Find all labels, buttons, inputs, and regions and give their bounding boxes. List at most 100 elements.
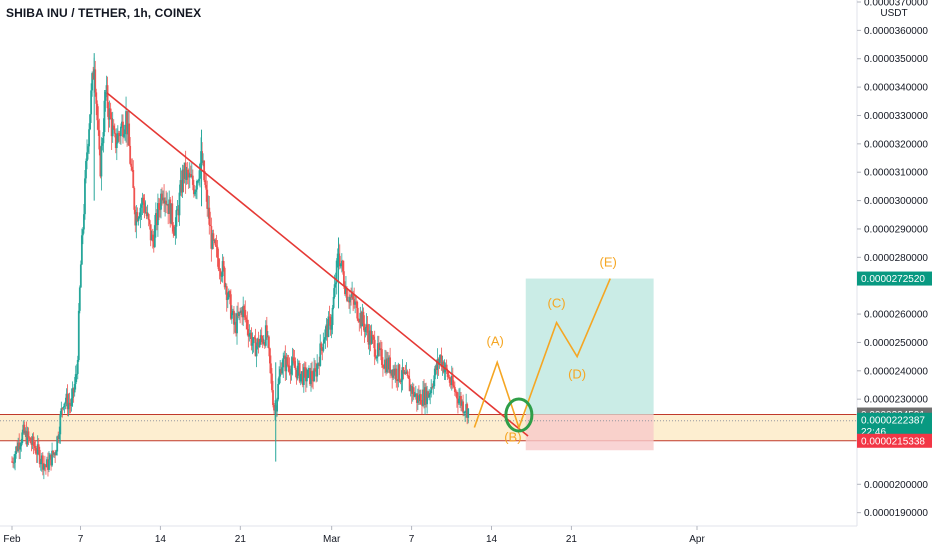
candle: [123, 124, 125, 139]
candle-body: [466, 404, 469, 418]
candle-body: [19, 446, 22, 450]
candle: [376, 335, 379, 364]
candle-body: [79, 264, 82, 288]
candle: [402, 366, 405, 380]
candle: [278, 366, 281, 385]
candle: [322, 332, 325, 353]
candle-body: [228, 291, 231, 295]
candle-body: [202, 160, 205, 163]
candle: [420, 389, 422, 405]
candle-body: [166, 204, 169, 205]
candle: [244, 300, 247, 323]
candle-body: [319, 343, 322, 366]
candle-body: [336, 253, 339, 261]
candle-body: [107, 108, 110, 120]
candle-body: [263, 342, 266, 346]
wave-projection-line[interactable]: [473, 278, 611, 430]
candle-body: [211, 233, 214, 249]
candle-body: [203, 160, 206, 181]
candle-body: [230, 312, 233, 319]
candle-body: [242, 305, 245, 318]
candle-body: [439, 355, 442, 360]
candle: [199, 162, 201, 188]
candle-body: [139, 207, 142, 217]
marker-circle[interactable]: [504, 397, 534, 433]
candle-body: [433, 375, 436, 387]
candle-body: [50, 454, 52, 466]
candle: [257, 331, 260, 354]
candle: [336, 248, 339, 268]
price-axis-label: 0.0000280000: [864, 253, 928, 264]
candle-body: [20, 443, 23, 447]
candle-body: [397, 364, 400, 382]
candle-body: [42, 464, 45, 470]
candle-body: [266, 336, 269, 338]
candle-body: [31, 436, 34, 445]
candle: [429, 390, 432, 405]
candle: [189, 165, 192, 178]
candle-body: [185, 169, 188, 180]
candle-body: [409, 386, 412, 392]
candle-body: [424, 387, 426, 405]
candle: [358, 318, 361, 332]
candle: [287, 354, 290, 373]
candle: [258, 338, 261, 348]
candle-body: [385, 359, 387, 373]
candle-body: [316, 364, 319, 377]
candle: [195, 185, 197, 199]
candle: [342, 260, 345, 289]
time-axis[interactable]: Feb 7 14 21 Mar 7 14 21 Apr: [3, 526, 705, 545]
candle: [162, 190, 164, 204]
candle: [221, 254, 224, 283]
candle-body: [218, 269, 221, 271]
candle: [170, 203, 173, 224]
candle-body: [64, 401, 67, 404]
candle: [326, 318, 329, 348]
candle: [61, 407, 64, 418]
candle-body: [441, 362, 444, 367]
candle: [365, 313, 368, 336]
candle: [273, 402, 275, 414]
stop-zone[interactable]: [525, 414, 654, 451]
candle-body: [26, 431, 29, 445]
candle: [83, 204, 85, 234]
candle: [363, 315, 366, 343]
candle-body: [403, 372, 406, 374]
candle-body: [294, 367, 297, 370]
candle: [461, 399, 463, 412]
candle: [320, 341, 323, 355]
candle-body: [196, 180, 198, 190]
candle: [219, 268, 222, 285]
candle: [411, 382, 414, 402]
candle-body: [206, 189, 209, 209]
candle-body: [249, 332, 252, 334]
candle: [209, 211, 212, 227]
candle: [149, 224, 152, 247]
candle-body: [398, 364, 401, 381]
candle: [85, 158, 87, 184]
candle-body: [215, 245, 218, 247]
candle-body: [342, 271, 345, 286]
candle-body: [276, 399, 278, 412]
candle: [212, 229, 215, 250]
candle: [37, 438, 40, 456]
candle: [124, 124, 126, 141]
descending-trendline[interactable]: [106, 92, 529, 437]
candle-body: [123, 134, 125, 137]
candle: [354, 294, 357, 314]
candle-body: [130, 163, 133, 167]
candle: [96, 100, 99, 130]
candle: [264, 320, 267, 348]
target-zone[interactable]: [525, 278, 654, 415]
candle-body: [90, 90, 93, 115]
candle: [428, 388, 431, 401]
candle-body: [41, 455, 44, 470]
candle: [57, 431, 60, 444]
candle: [270, 355, 272, 384]
candle-body: [68, 402, 71, 405]
candle: [412, 383, 415, 400]
candle: [13, 454, 15, 469]
candle: [21, 429, 24, 445]
